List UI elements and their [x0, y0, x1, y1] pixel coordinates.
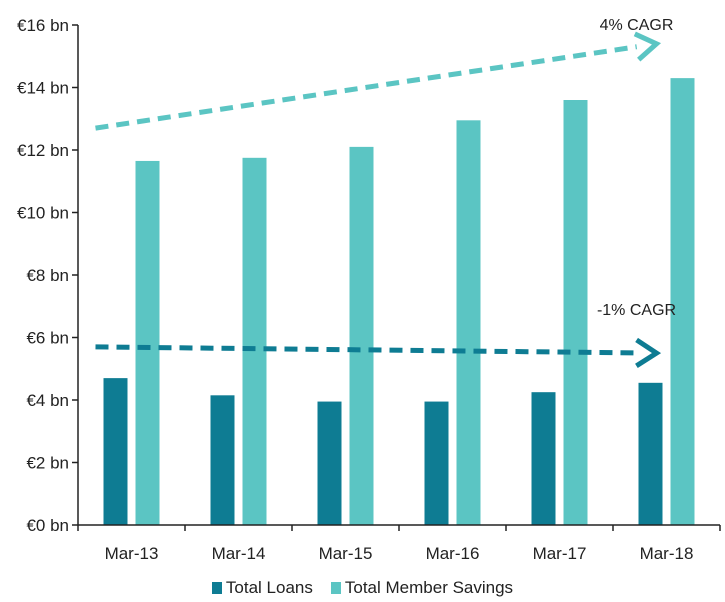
x-tick-label: Mar-14 [212, 544, 266, 563]
x-tick-label: Mar-17 [533, 544, 587, 563]
y-tick-label: €4 bn [26, 391, 69, 410]
y-tick-label: €8 bn [26, 266, 69, 285]
y-tick-label: €12 bn [17, 141, 69, 160]
y-tick-label: €6 bn [26, 329, 69, 348]
y-tick-label: €10 bn [17, 204, 69, 223]
legend-item-total-loans: Total Loans [211, 578, 313, 598]
legend: Total Loans Total Member Savings [0, 576, 725, 600]
x-tick-label: Mar-16 [426, 544, 480, 563]
y-tick-label: €0 bn [26, 516, 69, 535]
bar-total-loans-mar-15 [317, 401, 342, 525]
bar-total-member-savings-mar-14 [242, 157, 267, 525]
bars-layer [103, 78, 695, 525]
legend-swatch [330, 582, 341, 594]
bar-total-loans-mar-13 [103, 378, 128, 525]
y-tick-label: €16 bn [17, 16, 69, 35]
bar-total-loans-mar-17 [531, 392, 556, 525]
trend-arrowhead-savings [633, 31, 662, 62]
x-tick-label: Mar-13 [105, 544, 159, 563]
trend-layer: 4% CAGR -1% CAGR [95, 17, 676, 369]
bar-total-loans-mar-18 [638, 382, 663, 525]
x-tick-label: Mar-15 [319, 544, 373, 563]
trend-line-savings [95, 44, 638, 131]
legend-item-total-member-savings: Total Member Savings [330, 578, 514, 598]
bar-total-member-savings-mar-16 [456, 120, 481, 525]
bar-total-member-savings-mar-15 [349, 146, 374, 525]
trend-arrowhead-loans [635, 337, 662, 369]
legend-label: Total Loans [225, 578, 313, 597]
y-tick-label: €14 bn [17, 79, 69, 98]
bar-total-member-savings-mar-18 [670, 78, 695, 525]
legend-label: Total Member Savings [344, 578, 514, 597]
trend-line-loans [95, 344, 637, 356]
legend-swatch [211, 582, 222, 594]
y-tick-label: €2 bn [26, 454, 69, 473]
bar-total-loans-mar-16 [424, 401, 449, 525]
cagr-label-loans: -1% CAGR [597, 302, 676, 319]
bar-total-loans-mar-14 [210, 395, 235, 525]
axes: €0 bn €2 bn €4 bn €6 bn €8 bn €10 bn €12 bn €14… [17, 16, 721, 563]
bar-total-member-savings-mar-13 [135, 160, 160, 525]
cagr-label-savings: 4% CAGR [600, 17, 674, 34]
x-tick-label: Mar-18 [640, 544, 694, 563]
bar-total-member-savings-mar-17 [563, 100, 588, 525]
